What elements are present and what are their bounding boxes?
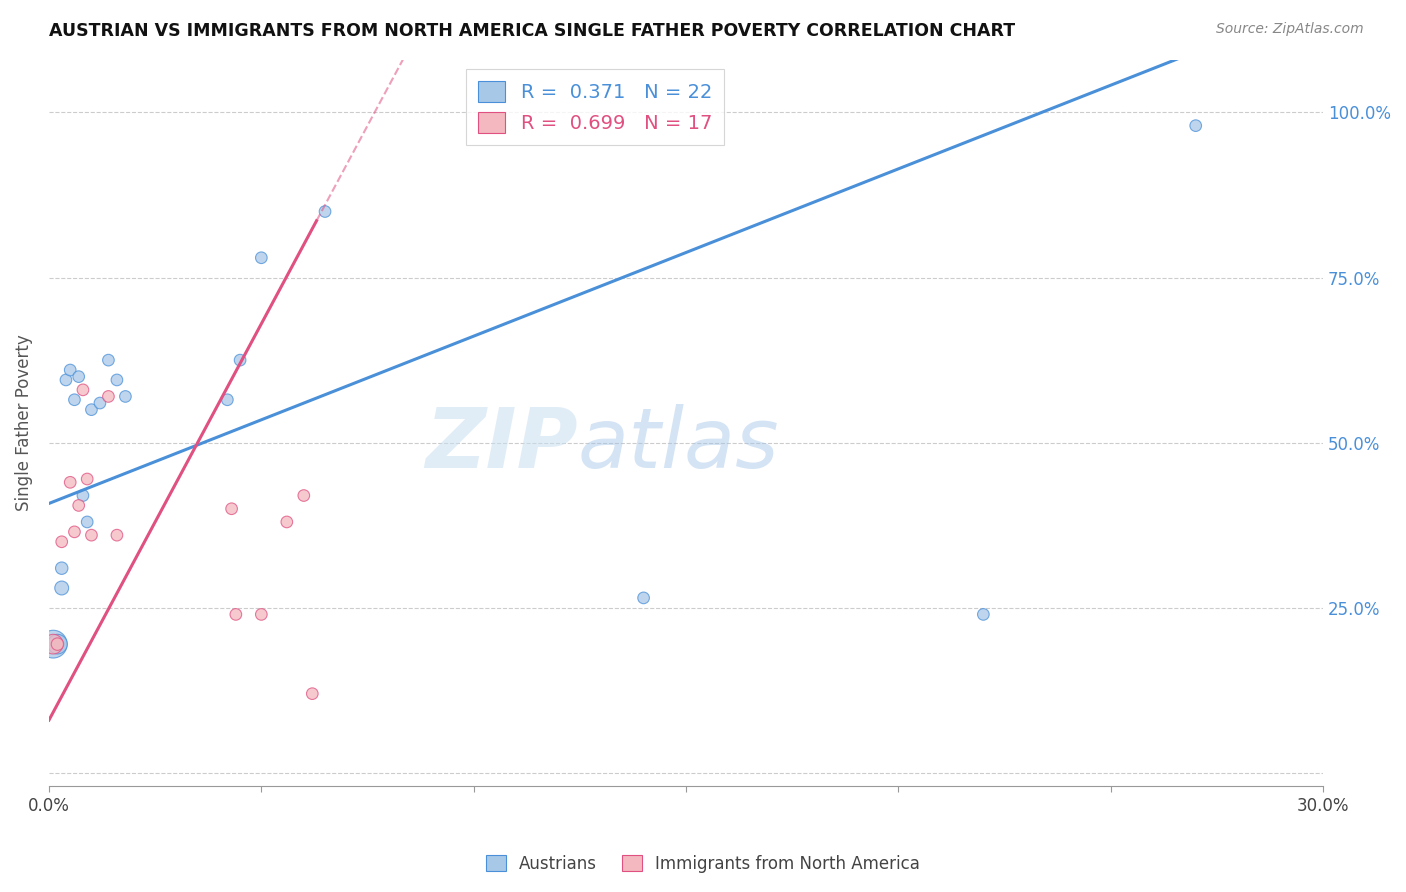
Point [42, 637, 65, 651]
Point [80, 402, 103, 417]
Point [51, 581, 73, 595]
Point [1184, 119, 1206, 133]
Point [59, 475, 82, 490]
Legend: Austrians, Immigrants from North America: Austrians, Immigrants from North America [479, 848, 927, 880]
Legend: R =  0.371   N = 22, R =  0.699   N = 17: R = 0.371 N = 22, R = 0.699 N = 17 [467, 70, 724, 145]
Point [42, 637, 65, 651]
Point [89, 396, 111, 410]
Text: atlas: atlas [578, 404, 779, 485]
Y-axis label: Single Father Poverty: Single Father Poverty [15, 334, 32, 511]
Point [217, 392, 239, 407]
Point [63, 524, 86, 539]
Point [229, 353, 252, 368]
Point [250, 607, 273, 622]
Point [221, 501, 243, 516]
Point [51, 534, 73, 549]
Point [76, 515, 98, 529]
Point [301, 687, 323, 701]
Point [63, 392, 86, 407]
Point [59, 363, 82, 377]
Point [250, 251, 273, 265]
Point [72, 383, 94, 397]
Point [97, 353, 120, 368]
Point [55, 373, 77, 387]
Text: Source: ZipAtlas.com: Source: ZipAtlas.com [1216, 22, 1364, 37]
Point [72, 489, 94, 503]
Point [80, 528, 103, 542]
Point [46, 637, 69, 651]
Point [314, 204, 336, 219]
Point [46, 637, 69, 651]
Point [225, 607, 247, 622]
Point [105, 373, 128, 387]
Point [51, 561, 73, 575]
Point [67, 369, 90, 384]
Text: AUSTRIAN VS IMMIGRANTS FROM NORTH AMERICA SINGLE FATHER POVERTY CORRELATION CHAR: AUSTRIAN VS IMMIGRANTS FROM NORTH AMERIC… [49, 22, 1015, 40]
Point [292, 489, 315, 503]
Point [276, 515, 298, 529]
Point [114, 389, 136, 403]
Point [105, 528, 128, 542]
Point [633, 591, 655, 605]
Text: ZIP: ZIP [425, 404, 578, 485]
Point [97, 389, 120, 403]
Point [972, 607, 994, 622]
Point [76, 472, 98, 486]
Point [67, 499, 90, 513]
